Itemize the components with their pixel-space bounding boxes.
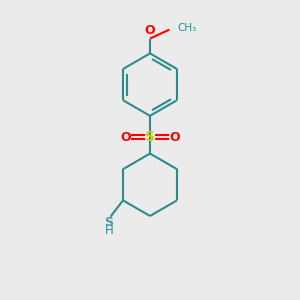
Text: O: O	[169, 131, 180, 144]
Text: S: S	[104, 216, 113, 229]
Text: CH₃: CH₃	[178, 23, 197, 33]
Text: O: O	[145, 24, 155, 37]
Text: O: O	[120, 131, 131, 144]
Text: H: H	[105, 224, 113, 237]
Text: S: S	[145, 130, 155, 144]
